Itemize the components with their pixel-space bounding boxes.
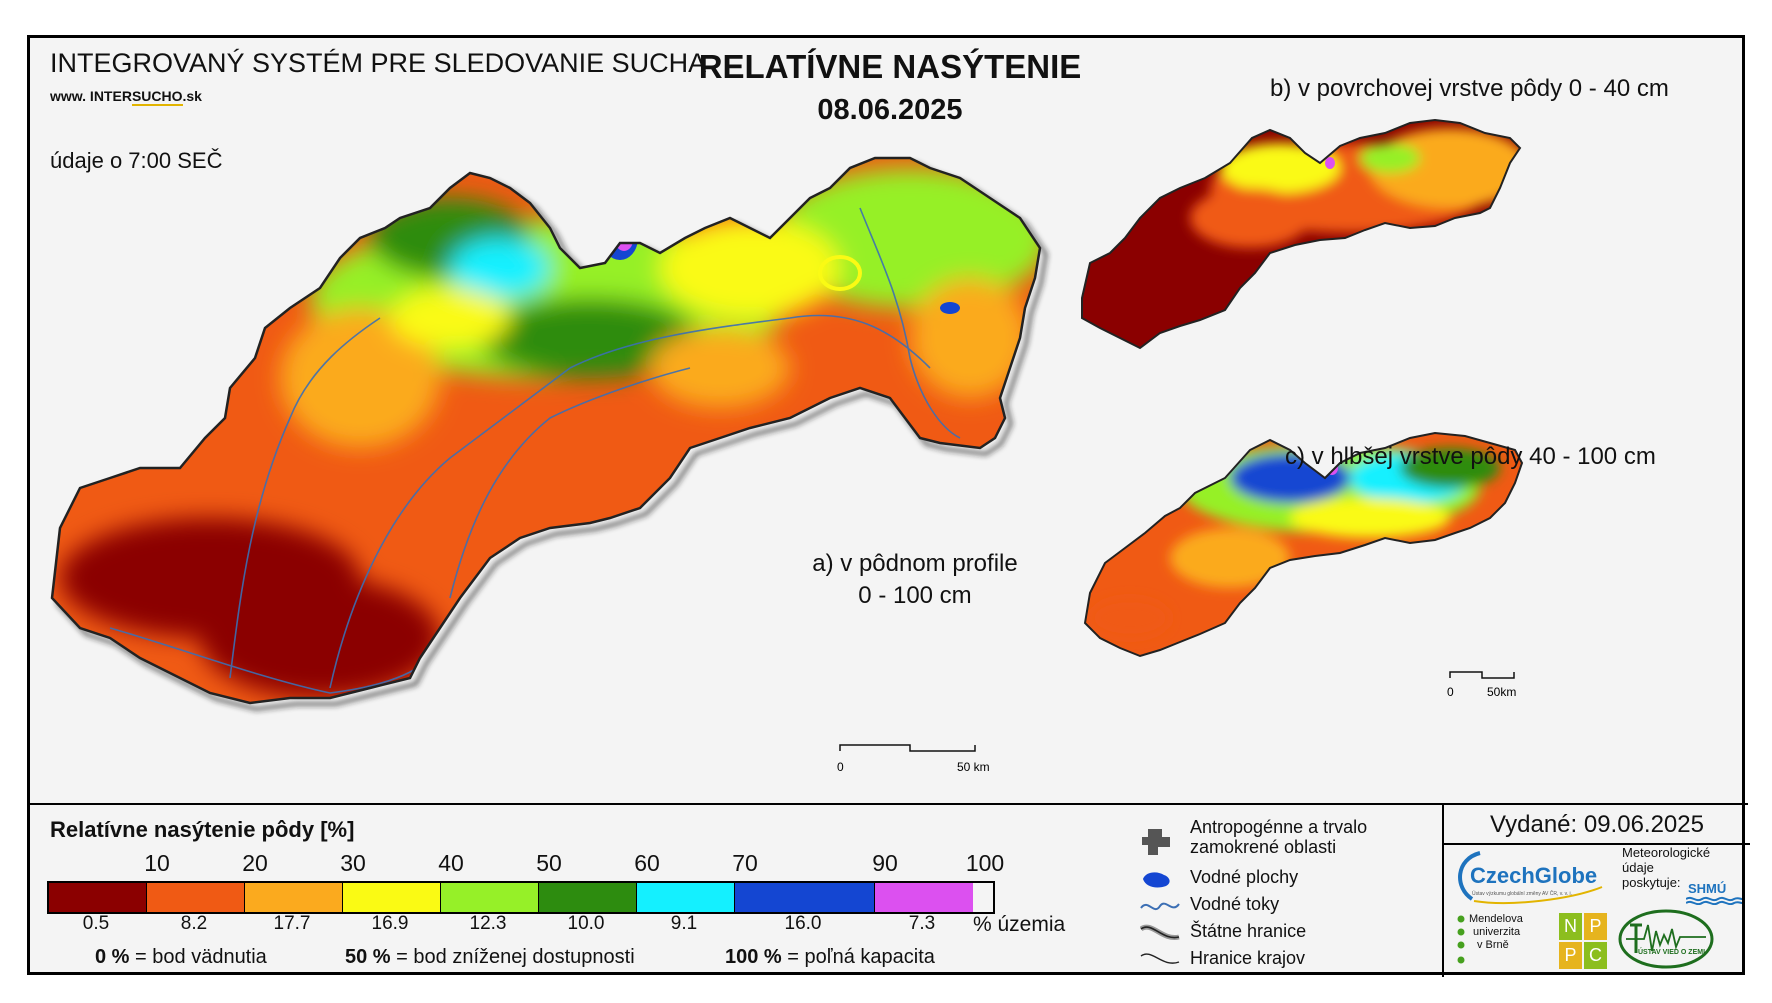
legend-class-percent: 16.0 bbox=[784, 913, 822, 934]
main-map: 0 50 km 0 50km bbox=[50, 118, 1524, 774]
small-scale-bar bbox=[1449, 671, 1515, 679]
legend-class-percent: 0.5 bbox=[82, 913, 110, 934]
uvz-logo: ÚSTAV VIED O ZEMI bbox=[1616, 909, 1716, 971]
czechglobe-swoosh-icon bbox=[1458, 851, 1603, 905]
legend-class-swatch bbox=[49, 883, 147, 912]
legend-tick: 50 bbox=[536, 850, 562, 876]
legend-class-swatch bbox=[147, 883, 245, 912]
legend-tick: 30 bbox=[340, 850, 366, 876]
legend-tick: 40 bbox=[438, 850, 464, 876]
legend-class-percent: 17.7 bbox=[273, 913, 311, 934]
legend-unit-label: % územia bbox=[973, 913, 1066, 936]
map-date: 08.06.2025 bbox=[817, 94, 963, 126]
shmu-logo: SHMÚ bbox=[1686, 881, 1742, 905]
met-data-provider: Meteorologické údaje poskytuje: bbox=[1622, 845, 1711, 890]
state-border-c bbox=[1083, 431, 1524, 658]
legend-class-swatch bbox=[343, 883, 441, 912]
legend-class-percent: 8.2 bbox=[180, 913, 208, 934]
water-stream-icon bbox=[1140, 902, 1180, 911]
nppc-logo: N P P C bbox=[1559, 913, 1607, 969]
state-border-main bbox=[50, 156, 1042, 705]
legend-ticks: 10 20 30 40 50 60 70 90 100 bbox=[30, 805, 1030, 905]
legend-tick: 60 bbox=[634, 850, 660, 876]
system-title: INTEGROVANÝ SYSTÉM PRE SLEDOVANIE SUCHA bbox=[50, 48, 707, 78]
issued-date: Vydané: 09.06.2025 bbox=[1444, 811, 1750, 845]
legend-expl-100: 100 % = poľná kapacita bbox=[725, 946, 935, 968]
water-body-icon bbox=[1143, 872, 1170, 888]
small-scale-end: 50km bbox=[1487, 685, 1516, 699]
legend-class-swatch bbox=[245, 883, 343, 912]
mendel-logo: Mendelova univerzita v Brně bbox=[1457, 913, 1523, 964]
uvz-seismograph-icon bbox=[1618, 909, 1714, 969]
legend-tick: 90 bbox=[872, 850, 898, 876]
main-scale-start: 0 bbox=[837, 760, 844, 774]
legend-class-swatch bbox=[735, 883, 875, 912]
state-border-b bbox=[1081, 118, 1522, 350]
legend-class-percent: 7.3 bbox=[908, 913, 936, 934]
main-scale-bar bbox=[839, 744, 976, 752]
region-border-icon bbox=[1140, 953, 1180, 964]
legend-tick: 10 bbox=[144, 850, 170, 876]
shmu-waves-icon bbox=[1686, 896, 1742, 905]
legend-class-percent: 10.0 bbox=[567, 913, 605, 934]
map-frame: INTEGROVANÝ SYSTÉM PRE SLEDOVANIE SUCHA … bbox=[27, 35, 1750, 977]
legend-class-swatch bbox=[539, 883, 637, 912]
legend-color-bar bbox=[47, 881, 995, 914]
legend-tick: 100 bbox=[965, 850, 1005, 876]
legend-class-swatch bbox=[637, 883, 735, 912]
legend-class-percent: 9.1 bbox=[670, 913, 698, 934]
legend-class-swatch bbox=[441, 883, 539, 912]
main-map-fill bbox=[52, 158, 1040, 703]
page-title: RELATÍVNE NASÝTENIE bbox=[698, 48, 1082, 85]
map-c-label: c) v hlbšej vrstve pôdy 40 - 100 cm bbox=[1285, 443, 1656, 470]
issued-panel: Vydané: 09.06.2025 CzechGlobe Ústav výzk… bbox=[1442, 805, 1750, 977]
legend-title: Relatívne nasýtenie pôdy [%] bbox=[50, 817, 355, 842]
main-scale-end: 50 km bbox=[957, 760, 990, 774]
mendel-dots-icon bbox=[1457, 915, 1465, 964]
czechglobe-logo: CzechGlobe Ústav výzkumu globální změny … bbox=[1452, 847, 1617, 907]
legend-expl-0: 0 % = bod vädnutia bbox=[95, 946, 267, 968]
observation-time: údaje o 7:00 SEČ bbox=[50, 148, 223, 173]
legend-panel: Relatívne nasýtenie pôdy [%] 10 20 30 40… bbox=[30, 803, 1750, 977]
state-border-icon bbox=[1140, 924, 1180, 940]
legend-tick: 70 bbox=[732, 850, 758, 876]
legend-expl-50: 50 % = bod zníženej dostupnosti bbox=[345, 946, 635, 968]
legend-class-percent: 16.9 bbox=[371, 913, 409, 934]
legend-tick: 20 bbox=[242, 850, 268, 876]
legend-percent-row: 0.5 8.2 17.7 16.9 12.3 10.0 9.1 16.0 7.3 bbox=[30, 805, 1030, 945]
small-scale-start: 0 bbox=[1447, 685, 1454, 699]
map-b-label: b) v povrchovej vrstve pôdy 0 - 40 cm bbox=[1270, 75, 1669, 102]
legend-class-percent: 12.3 bbox=[469, 913, 507, 934]
anthropogenic-area-icon bbox=[1142, 829, 1170, 855]
map-b-fill bbox=[1082, 120, 1520, 348]
map-a-label: a) v pôdnom profile 0 - 100 cm bbox=[812, 550, 1018, 609]
website-link[interactable]: www. INTERSUCHO.sk bbox=[50, 88, 202, 106]
legend-class-swatch bbox=[875, 883, 973, 912]
